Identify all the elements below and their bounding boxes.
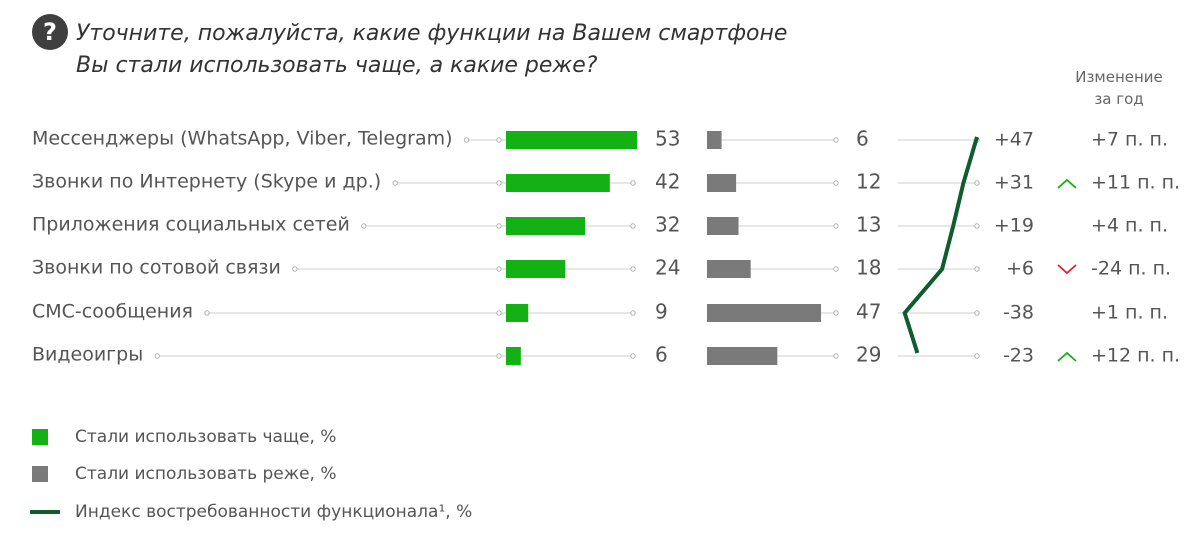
value-label-less: 6 bbox=[856, 127, 869, 151]
leader-dot bbox=[974, 223, 980, 229]
leader-dot bbox=[833, 180, 839, 186]
trend-up-icon bbox=[1057, 351, 1077, 362]
bar-less bbox=[707, 260, 751, 278]
leader-dot bbox=[292, 266, 298, 272]
title-line-2: Вы стали использовать чаще, а какие реже… bbox=[76, 53, 598, 78]
change-header-line-2: за год bbox=[1094, 90, 1144, 108]
category-label: Мессенджеры (WhatsApp, Viber, Telegram) bbox=[32, 128, 453, 150]
leader-dot bbox=[974, 266, 980, 272]
leader-dot bbox=[154, 353, 160, 359]
bar-more bbox=[506, 131, 637, 149]
category-label: СМС-сообщения bbox=[32, 301, 193, 323]
value-label-less: 12 bbox=[856, 170, 881, 194]
legend-line-index bbox=[30, 510, 60, 514]
question-icon: ? bbox=[32, 14, 68, 50]
bar-more bbox=[506, 217, 586, 235]
bar-less bbox=[707, 174, 737, 192]
index-label: +19 bbox=[994, 215, 1034, 237]
value-label-less: 29 bbox=[856, 343, 881, 367]
change-label: +7 п. п. bbox=[1091, 129, 1168, 151]
bar-more bbox=[506, 304, 529, 322]
value-label-more: 32 bbox=[655, 213, 680, 237]
change-label: -24 п. п. bbox=[1091, 258, 1171, 280]
bar-less bbox=[707, 131, 722, 149]
bar-more bbox=[506, 174, 610, 192]
change-label: +12 п. п. bbox=[1091, 345, 1180, 367]
leader-dot bbox=[496, 223, 502, 229]
value-label-less: 13 bbox=[856, 213, 881, 237]
change-header-line-1: Изменение bbox=[1075, 68, 1163, 86]
change-label: +11 п. п. bbox=[1091, 172, 1180, 194]
leader-dot bbox=[496, 310, 502, 316]
bar-less bbox=[707, 347, 778, 365]
legend-label-more: Стали использовать чаще, % bbox=[75, 427, 337, 447]
category-label: Звонки по сотовой связи bbox=[32, 257, 281, 279]
leader-dot bbox=[630, 353, 636, 359]
index-label: -38 bbox=[1003, 302, 1034, 324]
trend-down-icon bbox=[1057, 264, 1077, 275]
leader-dot bbox=[974, 180, 980, 186]
leader-dot bbox=[630, 180, 636, 186]
leader-dot bbox=[204, 310, 210, 316]
value-label-more: 24 bbox=[655, 256, 680, 280]
bar-more bbox=[506, 347, 521, 365]
legend-item-more: Стали использовать чаще, % bbox=[30, 425, 430, 449]
leader-dot bbox=[974, 310, 980, 316]
value-label-more: 53 bbox=[655, 127, 680, 151]
value-label-more: 6 bbox=[655, 343, 668, 367]
change-label: +4 п. п. bbox=[1091, 215, 1168, 237]
legend-label-less: Стали использовать реже, % bbox=[75, 464, 337, 484]
leader-dot bbox=[630, 310, 636, 316]
bar-less bbox=[707, 217, 739, 235]
chart-title: Уточните, пожалуйста, какие функции на В… bbox=[76, 18, 896, 82]
leader-dot bbox=[833, 223, 839, 229]
leader-dot bbox=[496, 353, 502, 359]
leader-dot bbox=[833, 266, 839, 272]
title-line-1: Уточните, пожалуйста, какие функции на В… bbox=[76, 21, 788, 46]
leader-dot bbox=[833, 310, 839, 316]
value-label-more: 9 bbox=[655, 300, 668, 324]
leader-dot bbox=[392, 180, 398, 186]
leader-dot bbox=[630, 223, 636, 229]
leader-dot bbox=[833, 137, 839, 143]
leader-dot bbox=[496, 180, 502, 186]
leader-dot bbox=[974, 353, 980, 359]
change-label: +1 п. п. bbox=[1091, 302, 1168, 324]
value-label-less: 47 bbox=[856, 300, 881, 324]
trend-up-icon bbox=[1057, 178, 1077, 189]
change-column-header: Изменение за год bbox=[1060, 66, 1178, 110]
category-label: Видеоигры bbox=[32, 344, 143, 366]
index-label: +47 bbox=[994, 129, 1034, 151]
leader-dot bbox=[630, 266, 636, 272]
leader-dot bbox=[496, 137, 502, 143]
leader-dot bbox=[833, 353, 839, 359]
value-label-more: 42 bbox=[655, 170, 680, 194]
legend-item-index: Индекс востребованности функционала¹, % bbox=[30, 500, 590, 524]
category-label: Звонки по Интернету (Skype и др.) bbox=[32, 171, 381, 193]
legend-swatch-less bbox=[32, 466, 48, 482]
legend-item-less: Стали использовать реже, % bbox=[30, 462, 430, 486]
index-line bbox=[902, 136, 979, 354]
legend-label-index: Индекс востребованности функционала¹, % bbox=[75, 502, 473, 522]
value-label-less: 18 bbox=[856, 256, 881, 280]
bar-more bbox=[506, 260, 566, 278]
leader-dot bbox=[496, 266, 502, 272]
chart-area: Мессенджеры (WhatsApp, Viber, Telegram) 5… bbox=[32, 127, 1180, 367]
index-label: +6 bbox=[1006, 258, 1034, 280]
category-label: Приложения социальных сетей bbox=[32, 214, 350, 236]
index-label: +31 bbox=[994, 172, 1034, 194]
leader-dot bbox=[361, 223, 367, 229]
legend-swatch-more bbox=[32, 429, 48, 445]
leader-dot bbox=[463, 137, 470, 143]
bar-less bbox=[707, 304, 821, 322]
index-label: -23 bbox=[1003, 345, 1034, 367]
